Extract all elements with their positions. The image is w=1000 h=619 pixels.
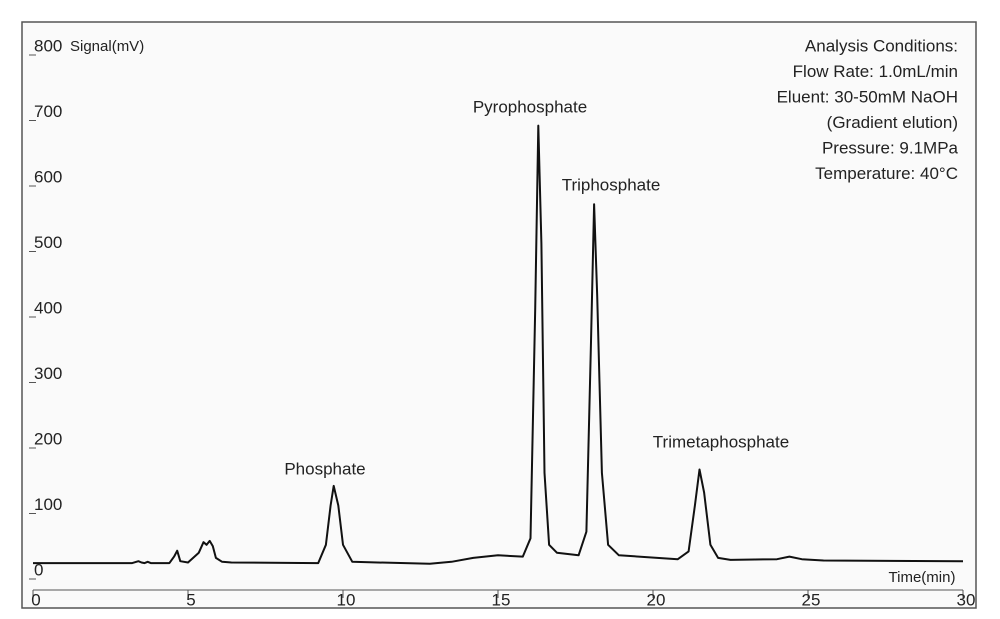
peak-label: Phosphate <box>284 459 365 478</box>
condition-line: Analysis Conditions: <box>805 36 958 55</box>
peak-label: Pyrophosphate <box>473 97 587 116</box>
peak-label: Trimetaphosphate <box>653 432 789 451</box>
condition-line: (Gradient elution) <box>827 113 958 132</box>
x-tick-label: 25 <box>802 590 821 609</box>
y-tick-label: 0 <box>34 560 43 579</box>
condition-line: Flow Rate: 1.0mL/min <box>793 62 958 81</box>
y-axis-label: Signal(mV) <box>70 38 144 55</box>
condition-line: Pressure: 9.1MPa <box>822 138 959 157</box>
y-tick-label: 200 <box>34 429 62 448</box>
y-tick-label: 500 <box>34 233 62 252</box>
x-tick-label: 0 <box>31 590 40 609</box>
y-tick-label: 100 <box>34 495 62 514</box>
condition-line: Eluent: 30-50mM NaOH <box>777 87 958 106</box>
x-tick-label: 30 <box>957 590 976 609</box>
x-tick-label: 20 <box>647 590 666 609</box>
x-axis-label: Time(min) <box>889 569 956 586</box>
x-tick-label: 15 <box>492 590 511 609</box>
condition-line: Temperature: 40°C <box>815 164 958 183</box>
y-tick-label: 400 <box>34 298 62 317</box>
chart-frame <box>21 21 977 609</box>
x-tick-label: 5 <box>186 590 195 609</box>
y-tick-label: 300 <box>34 364 62 383</box>
y-tick-label: 800 <box>34 36 62 55</box>
y-tick-label: 600 <box>34 167 62 186</box>
y-tick-label: 700 <box>34 102 62 121</box>
peak-label: Triphosphate <box>562 175 661 194</box>
x-tick-label: 10 <box>337 590 356 609</box>
signal-line <box>33 124 964 565</box>
